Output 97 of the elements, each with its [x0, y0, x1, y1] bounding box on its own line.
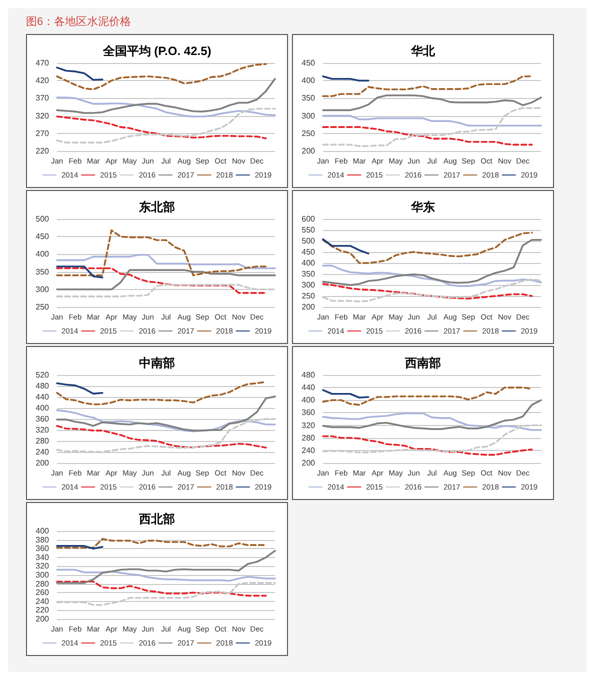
y-tick-label: 440	[302, 383, 316, 392]
y-tick-label: 480	[302, 370, 316, 380]
line-series	[56, 229, 267, 276]
y-tick-label: 220	[36, 606, 50, 615]
chart-title: 东北部	[138, 200, 175, 214]
y-tick-label: 450	[302, 248, 316, 256]
line-series	[56, 409, 276, 432]
y-tick-label: 360	[302, 408, 316, 418]
line-series	[56, 267, 267, 294]
y-tick-label: 260	[36, 588, 50, 598]
y-tick-label: 500	[302, 236, 316, 246]
line-series	[56, 63, 267, 90]
y-tick-label: 280	[36, 436, 50, 446]
line-series	[56, 538, 267, 549]
y-tick-label: 360	[36, 414, 50, 424]
line-series	[322, 239, 542, 286]
y-tick-label: 420	[36, 76, 50, 86]
line-series	[56, 116, 267, 140]
y-tick-label: 400	[302, 258, 316, 268]
chart-title: 西北部	[138, 512, 175, 526]
y-tick-label: 250	[36, 302, 50, 312]
y-tick-label: 300	[36, 284, 50, 294]
y-tick-label: 350	[36, 267, 50, 276]
line-series	[56, 380, 267, 406]
chart-title: 中南部	[139, 356, 175, 370]
y-tick-label: 200	[302, 146, 316, 156]
chart-title: 全国平均 (P.O. 42.5)	[102, 44, 212, 58]
line-series	[322, 435, 533, 456]
line-series	[322, 399, 542, 430]
line-series	[56, 424, 267, 448]
line-series	[322, 389, 370, 399]
caption: 图6：各地区水泥价格	[26, 16, 132, 28]
y-tick-label: 200	[302, 302, 316, 312]
line-series	[322, 232, 533, 264]
line-series	[56, 382, 104, 395]
y-tick-label: 470	[36, 58, 50, 68]
y-tick-label: 270	[36, 128, 50, 138]
line-series	[322, 264, 542, 287]
y-tick-label: 400	[302, 396, 316, 405]
y-tick-label: 340	[36, 552, 50, 562]
y-tick-label: 400	[36, 526, 50, 536]
line-series	[56, 580, 267, 597]
y-tick-label: 300	[36, 570, 50, 580]
y-tick-label: 240	[302, 446, 316, 455]
line-series	[322, 238, 370, 254]
y-tick-label: 550	[302, 226, 316, 234]
y-tick-label: 320	[36, 426, 50, 434]
y-tick-label: 400	[36, 250, 50, 259]
y-tick-label: 350	[302, 270, 316, 278]
y-tick-label: 500	[36, 214, 50, 224]
y-tick-label: 320	[36, 562, 50, 571]
line-series	[322, 386, 533, 406]
line-series	[322, 283, 533, 300]
y-tick-label: 450	[302, 58, 316, 68]
y-tick-label: 240	[36, 448, 50, 456]
y-tick-label: 320	[302, 420, 316, 430]
line-series	[322, 412, 542, 431]
line-series	[56, 108, 276, 144]
y-tick-label: 600	[302, 214, 316, 224]
y-tick-label: 300	[302, 280, 316, 290]
y-tick-label: 350	[302, 94, 316, 103]
y-tick-label: 400	[36, 404, 50, 412]
y-tick-label: 250	[302, 128, 316, 138]
line-series	[56, 396, 276, 432]
line-series	[322, 114, 542, 127]
y-tick-label: 450	[36, 232, 50, 242]
line-series	[322, 94, 542, 112]
line-series	[322, 126, 533, 146]
chart-title: 华北	[410, 44, 436, 58]
line-series	[56, 550, 276, 584]
y-tick-label: 280	[36, 579, 50, 588]
y-tick-label: 300	[302, 111, 316, 120]
line-series	[322, 75, 533, 97]
line-series	[56, 568, 276, 582]
line-series	[56, 96, 276, 118]
line-series	[56, 66, 104, 81]
y-tick-label: 480	[36, 382, 50, 390]
y-tick-label: 440	[36, 392, 50, 402]
line-series	[56, 254, 276, 270]
y-tick-label: 280	[302, 433, 316, 442]
y-tick-label: 200	[36, 614, 50, 624]
y-tick-label: 380	[36, 535, 50, 544]
y-tick-label: 220	[36, 146, 50, 156]
line-series	[322, 107, 542, 147]
y-tick-label: 320	[36, 111, 50, 120]
y-tick-label: 250	[302, 292, 316, 300]
y-tick-label: 240	[36, 596, 50, 606]
y-tick-label: 360	[36, 544, 50, 554]
y-tick-label: 200	[302, 458, 316, 468]
line-series	[56, 269, 276, 290]
chart-title: 华东	[410, 200, 435, 214]
y-tick-label: 370	[36, 94, 50, 103]
y-tick-label: 520	[36, 370, 50, 380]
line-series	[56, 78, 276, 114]
y-tick-label: 200	[36, 458, 50, 468]
chart-title: 西南部	[404, 356, 441, 370]
y-tick-label: 400	[302, 76, 316, 86]
